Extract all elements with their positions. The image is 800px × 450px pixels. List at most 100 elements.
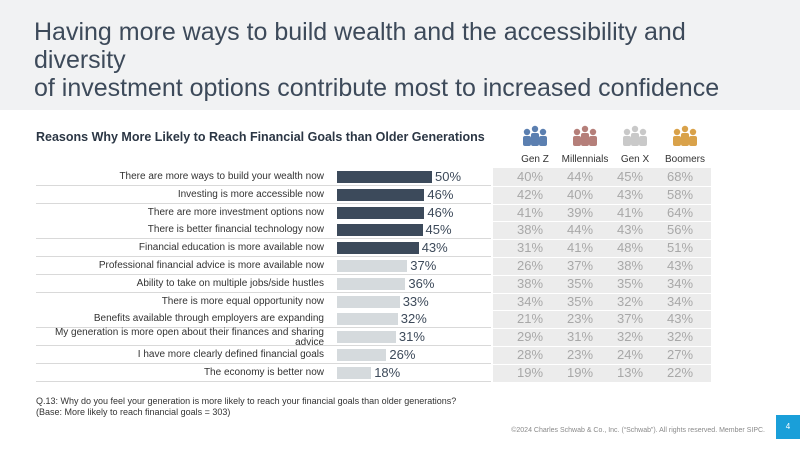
grid-divider — [493, 239, 711, 241]
generation-value: 68% — [666, 169, 694, 184]
footnote: Q.13: Why do you feel your generation is… — [36, 396, 456, 418]
generation-header: Boomers — [664, 154, 705, 165]
category-label: Ability to take on multiple jobs/side hu… — [136, 277, 324, 289]
generation-value: 24% — [616, 347, 644, 362]
category-label: I have more clearly defined financial go… — [137, 349, 324, 360]
data-label: 45% — [425, 222, 452, 238]
generation-value: 34% — [666, 293, 694, 309]
generation-value: 56% — [666, 222, 694, 238]
bar — [337, 313, 398, 326]
generation-header: Millennials — [561, 154, 609, 165]
generation-value: 26% — [516, 258, 544, 273]
generation-value: 38% — [516, 222, 544, 238]
generation-value: 48% — [616, 240, 644, 256]
data-label: 33% — [402, 293, 429, 309]
data-label: 37% — [410, 258, 437, 273]
generation-value: 27% — [666, 347, 694, 362]
generation-value: 42% — [516, 186, 544, 202]
people-icon — [623, 125, 647, 146]
generation-value: 40% — [566, 186, 594, 202]
generation-value: 38% — [516, 275, 544, 291]
generation-value: 41% — [566, 240, 594, 256]
chart-title: Reasons Why More Likely to Reach Financi… — [36, 130, 485, 144]
generation-value: 41% — [616, 204, 644, 220]
bar — [337, 224, 423, 237]
category-label: The economy is better now — [203, 366, 324, 378]
generation-value: 32% — [616, 329, 644, 345]
generation-value: 43% — [666, 258, 694, 273]
bar — [337, 295, 400, 308]
data-label: 46% — [427, 204, 454, 220]
grid-divider — [493, 310, 711, 312]
generation-value: 21% — [516, 311, 544, 327]
generation-value: 43% — [616, 222, 644, 238]
footnote-base: (Base: More likely to reach financial go… — [36, 407, 231, 417]
generation-value: 44% — [566, 222, 594, 238]
bar — [337, 349, 387, 361]
generation-value: 64% — [666, 204, 694, 220]
generation-value: 32% — [666, 329, 694, 345]
generation-value: 51% — [666, 240, 694, 256]
bar — [337, 331, 396, 344]
people-icon — [523, 125, 547, 146]
data-label: 46% — [427, 186, 454, 202]
title-line-1: Having more ways to build wealth and the… — [34, 18, 686, 74]
generation-value: 28% — [516, 347, 544, 362]
data-label: 32% — [400, 311, 427, 327]
generation-value: 29% — [516, 329, 544, 345]
generation-value: 23% — [566, 311, 594, 327]
category-label: Benefits available through employers are… — [93, 313, 324, 325]
data-label: 31% — [398, 329, 425, 345]
generation-value: 31% — [516, 240, 544, 256]
grid-divider — [493, 346, 711, 347]
grid-divider — [493, 257, 711, 258]
generation-value: 34% — [516, 293, 544, 309]
generation-value: 22% — [666, 364, 694, 380]
bar — [337, 277, 406, 290]
generation-value: 39% — [566, 204, 594, 220]
bar — [337, 366, 372, 379]
bar — [337, 171, 432, 183]
generation-value: 19% — [516, 364, 544, 380]
generation-value: 31% — [566, 329, 594, 345]
people-icon — [673, 125, 697, 146]
generation-value: 58% — [666, 186, 694, 202]
grid-divider — [493, 363, 711, 365]
generation-value: 38% — [616, 258, 644, 273]
category-label: Professional financial advice is more av… — [98, 260, 324, 271]
bar — [337, 242, 419, 255]
data-label: 36% — [408, 275, 435, 291]
generation-header: Gen Z — [521, 154, 549, 165]
grid-divider — [493, 203, 711, 205]
generation-value: 19% — [566, 364, 594, 380]
generation-value: 13% — [616, 364, 644, 380]
generation-value: 32% — [616, 293, 644, 309]
generation-value: 35% — [566, 293, 594, 309]
category-label: There are more ways to build your wealth… — [119, 171, 324, 182]
generation-value: 37% — [616, 311, 644, 327]
generation-value: 43% — [616, 186, 644, 202]
generation-value: 35% — [616, 275, 644, 291]
data-label: 50% — [435, 169, 462, 184]
grid-divider — [493, 221, 711, 223]
grid-divider — [493, 274, 711, 276]
category-label: There is more equal opportunity now — [161, 295, 324, 307]
category-label: Investing is more accessible now — [177, 188, 324, 200]
chart-row — [36, 363, 491, 382]
generation-value: 40% — [516, 169, 544, 184]
people-icon — [573, 125, 597, 146]
grid-divider — [493, 185, 711, 187]
generation-value: 23% — [566, 347, 594, 362]
category-label: There is better financial technology now — [147, 224, 324, 236]
header-band — [0, 0, 800, 110]
slide-title: Having more ways to build wealth and the… — [34, 18, 774, 102]
grid-divider — [493, 328, 711, 330]
grid-divider — [493, 292, 711, 294]
bar — [337, 206, 425, 219]
generation-value: 41% — [516, 204, 544, 220]
generation-value: 44% — [566, 169, 594, 184]
category-label: There are more investment options now — [147, 206, 324, 218]
generation-value: 37% — [566, 258, 594, 273]
bar — [337, 188, 425, 201]
footnote-question: Q.13: Why do you feel your generation is… — [36, 396, 457, 406]
